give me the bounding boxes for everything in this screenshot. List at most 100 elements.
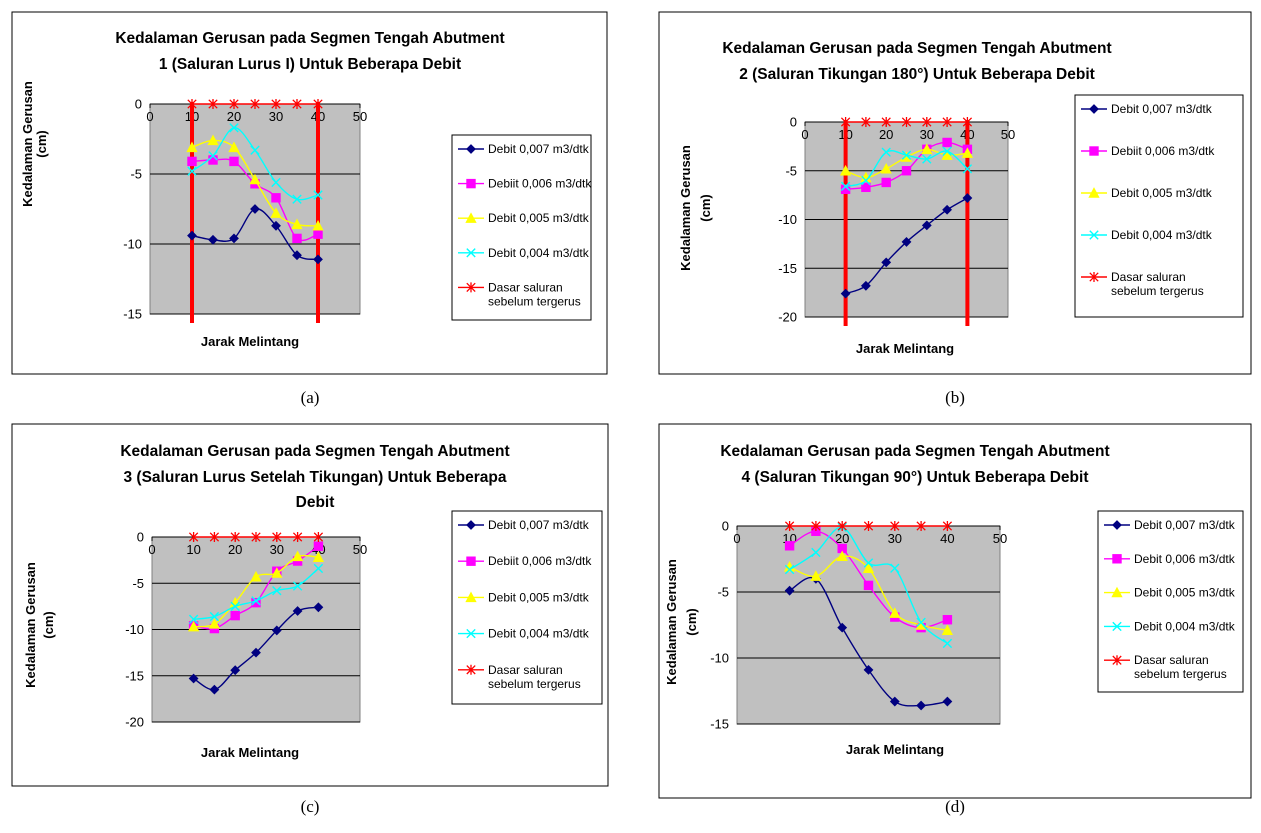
data-point: [901, 150, 912, 160]
data-point: [916, 617, 926, 628]
legend-label: Debit 0,005 m3/dtk: [1111, 186, 1213, 200]
y-tick-label: -10: [123, 237, 142, 252]
y-tick-label: -5: [785, 163, 797, 178]
data-point: [250, 570, 262, 582]
y-tick-label: -10: [778, 212, 797, 227]
data-point: [863, 521, 874, 531]
panel-caption: (d): [945, 797, 965, 816]
data-point: [840, 181, 851, 192]
data-point: [208, 155, 218, 165]
data-point: [291, 550, 304, 562]
legend-marker: [466, 282, 476, 293]
data-point: [941, 149, 953, 160]
data-point: [271, 193, 281, 203]
data-point: [942, 137, 952, 148]
y-axis-label: Kedalaman Gerusan: [678, 145, 693, 271]
legend-marker: [466, 556, 476, 566]
data-point: [208, 234, 218, 245]
data-point: [840, 288, 851, 299]
y-axis-label-unit: (cm): [34, 130, 49, 157]
legend-label: sebelum tergerus: [1111, 284, 1204, 298]
data-point: [881, 117, 891, 127]
x-tick-label: 20: [835, 531, 849, 546]
data-point: [313, 99, 323, 109]
legend-marker: [1089, 272, 1099, 282]
x-tick-label: 10: [186, 542, 200, 557]
data-point: [942, 146, 952, 156]
data-point: [271, 567, 283, 578]
y-axis-label: Kedalaman Gerusan: [20, 81, 35, 207]
legend-label: Debit 0,007 m3/dtk: [488, 142, 590, 156]
legend-marker: [466, 520, 476, 530]
data-point: [271, 625, 282, 636]
y-tick-label: -15: [125, 668, 144, 683]
data-point: [229, 156, 239, 167]
data-point: [187, 99, 197, 109]
series-5: [188, 532, 324, 542]
data-point: [292, 606, 303, 616]
legend-marker: [465, 212, 477, 223]
chart-title-line: Kedalaman Gerusan pada Segmen Tengah Abu…: [722, 40, 1111, 57]
data-point: [229, 123, 239, 133]
y-tick-label: 0: [135, 97, 142, 112]
data-point: [889, 607, 901, 618]
data-point: [207, 134, 219, 146]
data-point: [880, 162, 892, 174]
data-point: [250, 204, 260, 214]
data-point: [901, 166, 912, 176]
chart-title-line: Debit: [296, 494, 335, 511]
data-point: [188, 673, 199, 684]
legend-label: Dasar saluran: [488, 663, 563, 677]
data-point: [840, 117, 851, 127]
legend: Debit 0,007 m3/dtk Debiit 0,006 m3/dtk Deb…: [451, 510, 603, 705]
data-point: [292, 233, 302, 244]
chart-title-line: 4 (Saluran Tikungan 90°) Untuk Beberapa …: [742, 469, 1089, 486]
chart-title-line: Kedalaman Gerusan pada Segmen Tengah Abu…: [120, 443, 509, 460]
chart-title-line: 2 (Saluran Tikungan 180°) Untuk Beberapa…: [739, 66, 1095, 83]
data-point: [229, 233, 239, 244]
y-tick-label: -15: [123, 307, 142, 322]
x-tick-label: 0: [146, 109, 153, 124]
data-point: [784, 564, 795, 575]
legend-marker: [1088, 187, 1100, 198]
legend-marker: [466, 628, 476, 639]
data-point: [901, 237, 912, 247]
chart-title-line: Kedalaman Gerusan pada Segmen Tengah Abu…: [720, 443, 1109, 460]
legend-marker: [1089, 230, 1099, 240]
legend-marker: [465, 591, 477, 603]
data-point: [313, 563, 324, 574]
x-tick-label: 50: [353, 109, 367, 124]
data-point: [921, 143, 933, 154]
y-tick-label: 0: [790, 115, 797, 130]
series-1: [840, 193, 973, 299]
legend-label: Debit 0,005 m3/dtk: [488, 211, 590, 225]
legend-marker: [1089, 146, 1099, 156]
data-point: [916, 700, 927, 711]
x-axis-label: Jarak Melintang: [856, 341, 954, 356]
legend-marker: [1112, 621, 1122, 632]
data-point: [312, 219, 324, 231]
data-point: [784, 541, 795, 551]
x-tick-label: 40: [940, 531, 954, 546]
series-4: [188, 563, 324, 625]
legend-label: Debit 0,005 m3/dtk: [488, 590, 590, 604]
legend-label: Debit 0,004 m3/dtk: [1134, 619, 1236, 633]
legend-marker: [1089, 104, 1099, 114]
data-point: [187, 620, 200, 632]
data-point: [292, 194, 302, 204]
data-point: [837, 521, 847, 531]
legend-label: Dasar saluran: [1111, 270, 1186, 284]
chart-title-line: Kedalaman Gerusan pada Segmen Tengah Abu…: [115, 30, 504, 47]
data-point: [209, 532, 220, 542]
y-axis-label-unit: (cm): [698, 194, 713, 221]
legend: Debit 0,007 m3/dtk Debit 0,006 m3/dtk Debi…: [1097, 510, 1244, 693]
data-point: [186, 141, 198, 153]
data-point: [942, 204, 953, 215]
panel-caption: (a): [301, 388, 320, 407]
data-point: [961, 147, 974, 158]
x-tick-label: 50: [353, 542, 367, 557]
data-point: [250, 99, 260, 109]
x-tick-label: 0: [733, 531, 740, 546]
data-point: [784, 585, 795, 596]
